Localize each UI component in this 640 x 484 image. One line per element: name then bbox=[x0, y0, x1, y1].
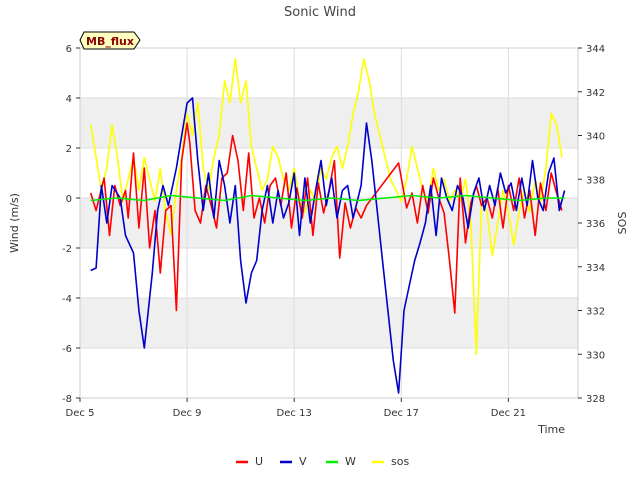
y-left-tick-label: -4 bbox=[62, 294, 72, 305]
series-line-w bbox=[90, 194, 565, 202]
y-left-tick-label: 0 bbox=[66, 194, 72, 205]
y-axis-left-label: Wind (m/s) bbox=[8, 193, 21, 253]
y-left-tick-label: -2 bbox=[62, 244, 72, 255]
legend-label-w: W bbox=[345, 455, 356, 468]
y-axis-left: -8 -6 -4 -2 0 2 4 6 bbox=[62, 44, 80, 405]
legend-label-u: U bbox=[255, 455, 263, 468]
series-layer bbox=[89, 58, 566, 394]
x-tick-label: Dec 21 bbox=[491, 408, 526, 419]
y-left-tick-label: -8 bbox=[62, 394, 72, 405]
background-band bbox=[80, 98, 578, 148]
y-axis-right: 328 330 332 334 336 338 340 342 344 bbox=[578, 44, 605, 405]
y-right-tick-label: 338 bbox=[586, 175, 605, 186]
y-right-tick-label: 342 bbox=[586, 88, 605, 99]
x-axis: Dec 5 Dec 9 Dec 13 Dec 17 Dec 21 bbox=[66, 398, 526, 419]
y-right-tick-label: 332 bbox=[586, 307, 605, 318]
y-left-tick-label: -6 bbox=[62, 344, 72, 355]
y-left-tick-label: 6 bbox=[66, 44, 72, 55]
x-tick-label: Dec 5 bbox=[66, 408, 95, 419]
chart-title: Sonic Wind bbox=[284, 5, 356, 20]
dataset-badge: MB_flux bbox=[79, 31, 141, 50]
y-right-tick-label: 328 bbox=[586, 394, 605, 405]
y-axis-right-label: SOS bbox=[616, 212, 629, 235]
y-left-tick-label: 4 bbox=[66, 94, 72, 105]
badge-label: MB_flux bbox=[86, 35, 134, 48]
legend-label-v: V bbox=[299, 455, 307, 468]
x-tick-label: Dec 9 bbox=[173, 408, 202, 419]
x-axis-label: Time bbox=[537, 423, 565, 436]
y-right-tick-label: 330 bbox=[586, 350, 605, 361]
y-right-tick-label: 344 bbox=[586, 44, 605, 55]
y-right-tick-label: 334 bbox=[586, 263, 605, 274]
y-right-tick-label: 340 bbox=[586, 132, 605, 143]
x-tick-label: Dec 17 bbox=[384, 408, 419, 419]
y-left-tick-label: 2 bbox=[66, 144, 72, 155]
background-band bbox=[80, 298, 578, 348]
x-tick-label: Dec 13 bbox=[277, 408, 312, 419]
legend-label-sos: sos bbox=[391, 455, 409, 468]
series-line-v bbox=[90, 97, 566, 394]
y-right-tick-label: 336 bbox=[586, 219, 605, 230]
